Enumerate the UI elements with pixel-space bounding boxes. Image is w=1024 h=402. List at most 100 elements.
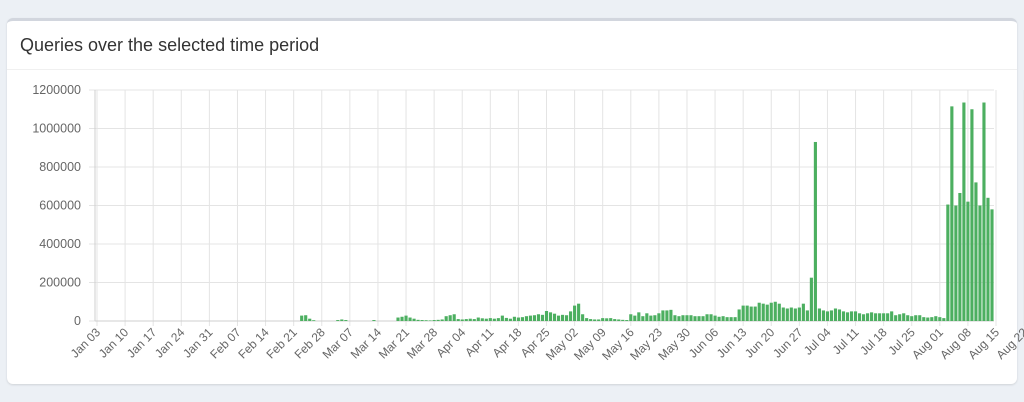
chart-bar	[958, 192, 962, 321]
chart-bar	[685, 315, 689, 321]
chart-bar	[637, 312, 641, 321]
chart-bar	[849, 311, 854, 321]
chart-bar	[837, 309, 842, 321]
x-tick-label: Feb 07	[207, 325, 244, 362]
chart-bar	[950, 106, 954, 321]
x-tick-label: Apr 04	[433, 325, 468, 360]
chart-bar	[741, 305, 745, 321]
chart-bar	[946, 204, 950, 321]
chart-bar	[934, 316, 938, 321]
chart-bar	[613, 319, 617, 321]
chart-bar	[797, 307, 801, 321]
chart-bar	[962, 102, 966, 321]
chart-bar	[922, 317, 926, 321]
chart-bar	[866, 313, 870, 321]
chart-bar	[300, 315, 304, 321]
chart-bar	[918, 315, 922, 321]
chart-bar	[861, 314, 866, 321]
x-tick-label: Mar 14	[348, 325, 385, 362]
chart-bar	[805, 310, 809, 321]
chart-bar	[874, 313, 878, 321]
chart-bar	[408, 317, 412, 321]
chart-bar	[809, 277, 813, 321]
chart-bar	[938, 317, 942, 321]
chart-bar	[669, 309, 673, 321]
chart-bar	[468, 318, 472, 321]
chart-bar	[581, 314, 585, 321]
chart-bar	[665, 310, 669, 321]
chart-grid	[89, 89, 1024, 326]
chart-bar	[645, 313, 649, 321]
chart-bar	[508, 318, 512, 321]
chart-bar	[432, 320, 436, 321]
chart-bar	[785, 308, 789, 321]
x-tick-label: Jun 13	[714, 325, 750, 361]
chart-bar	[793, 308, 797, 321]
chart-bar	[841, 311, 846, 321]
chart-bar	[906, 315, 910, 321]
chart-bar	[701, 316, 705, 321]
chart-bar	[878, 313, 882, 321]
y-tick-label: 600000	[39, 199, 81, 213]
chart-bar	[990, 209, 994, 321]
chart-bar	[749, 306, 753, 321]
chart-bar	[757, 302, 761, 321]
chart-bar	[488, 318, 492, 321]
chart-bar	[585, 318, 589, 321]
chart-bar	[396, 317, 400, 321]
chart-bar	[753, 306, 757, 321]
chart-bar	[444, 316, 448, 321]
chart-bar	[544, 310, 549, 321]
x-tick-label: Jun 06	[686, 325, 722, 361]
chart-bar	[777, 303, 781, 321]
chart-bar	[733, 317, 737, 321]
chart-bar	[597, 319, 601, 321]
chart-bar	[982, 102, 986, 321]
x-tick-label: Jul 11	[830, 325, 862, 357]
chart-bar	[484, 318, 488, 321]
chart-bar	[986, 197, 990, 321]
x-tick-label: Jul 18	[857, 325, 890, 358]
chart-bar	[504, 317, 508, 321]
chart-bar	[737, 309, 741, 321]
chart-bar	[464, 319, 468, 321]
chart-bar	[512, 316, 516, 321]
chart-bar	[577, 303, 581, 321]
y-tick-label: 0	[74, 314, 81, 328]
x-tick-label: Aug 22	[993, 325, 1024, 362]
chart-bar	[304, 315, 308, 321]
chart-bar	[890, 311, 894, 321]
card-title: Queries over the selected time period	[20, 34, 320, 55]
x-tick-label: Apr 11	[462, 325, 497, 360]
chart-bar	[452, 314, 456, 321]
x-tick-label: Jan 24	[152, 325, 188, 361]
chart-bar	[954, 205, 958, 321]
chart-bar	[340, 319, 344, 321]
chart-bar	[448, 315, 452, 321]
y-tick-label: 800000	[39, 160, 81, 174]
chart-bar	[870, 312, 874, 321]
chart-bar	[894, 315, 898, 321]
chart-bar	[829, 310, 834, 321]
chart-bar	[312, 320, 316, 321]
card-header: Queries over the selected time period	[7, 21, 1017, 70]
x-tick-label: Jul 04	[801, 325, 834, 358]
chart-bar	[436, 319, 440, 321]
chart-bar	[857, 313, 862, 321]
chart-bar	[910, 316, 914, 321]
chart-bar	[476, 317, 480, 321]
chart-bar	[420, 320, 424, 321]
chart-bar	[942, 318, 946, 321]
chart-bar	[536, 314, 541, 321]
chart-bar	[540, 314, 545, 321]
chart-bar	[653, 315, 657, 321]
chart-bar	[898, 314, 902, 321]
chart-bar	[886, 313, 890, 321]
chart-bar	[516, 317, 520, 321]
chart-bar	[593, 319, 597, 321]
chart-bar	[440, 319, 444, 321]
x-tick-label: Mar 21	[376, 325, 413, 362]
y-tick-label: 1200000	[32, 83, 81, 97]
chart-bar	[705, 314, 709, 321]
